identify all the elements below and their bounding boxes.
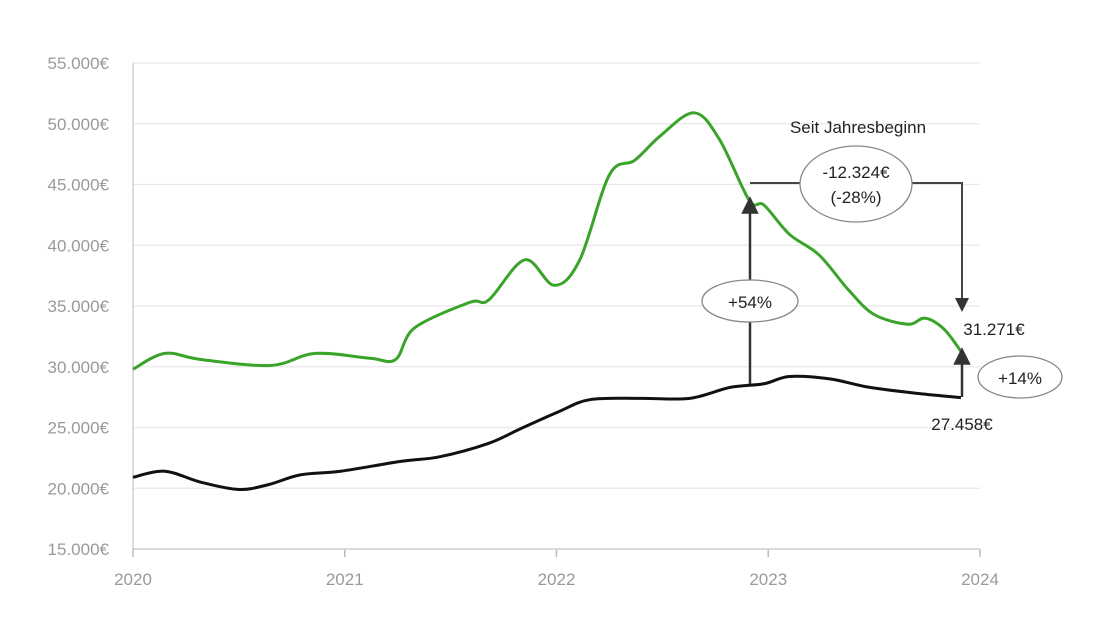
y-tick-label: 20.000€ bbox=[48, 479, 110, 498]
y-tick-label: 45.000€ bbox=[48, 176, 110, 195]
y-tick-label: 25.000€ bbox=[48, 419, 110, 438]
gap-end-pct: +14% bbox=[998, 369, 1042, 388]
y-tick-label: 35.000€ bbox=[48, 297, 110, 316]
x-tick-label: 2020 bbox=[114, 570, 152, 589]
gap-start-pct: +54% bbox=[728, 293, 772, 312]
y-tick-label: 55.000€ bbox=[48, 54, 110, 73]
annotations: Seit Jahresbeginn -12.324€ (-28%) +54% +… bbox=[701, 118, 1063, 434]
x-tick-label: 2023 bbox=[749, 570, 787, 589]
black-series-line bbox=[132, 374, 962, 491]
green-series-line bbox=[132, 111, 963, 371]
x-tick-label: 2024 bbox=[961, 570, 999, 589]
y-tick-label: 30.000€ bbox=[48, 358, 110, 377]
ytd-change-pct: (-28%) bbox=[830, 188, 881, 207]
x-tick-label: 2022 bbox=[538, 570, 576, 589]
green-end-label: 31.271€ bbox=[963, 320, 1025, 339]
gap-start-bubble bbox=[701, 279, 799, 323]
ytd-change-bubble bbox=[799, 145, 913, 223]
y-tick-label: 15.000€ bbox=[48, 540, 110, 559]
x-tick-label: 2021 bbox=[326, 570, 364, 589]
ytd-header: Seit Jahresbeginn bbox=[790, 118, 926, 137]
black-end-label: 27.458€ bbox=[931, 415, 993, 434]
y-tick-label: 40.000€ bbox=[48, 236, 110, 255]
ytd-change-value: -12.324€ bbox=[822, 163, 890, 182]
gap-end-bubble bbox=[977, 355, 1063, 399]
y-tick-label: 50.000€ bbox=[48, 115, 110, 134]
